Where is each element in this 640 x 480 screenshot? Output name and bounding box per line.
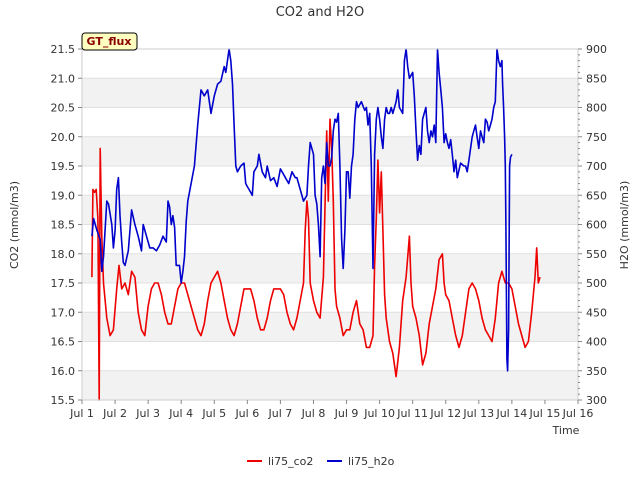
legend-label-co2: li75_co2 — [268, 455, 313, 468]
y-right-tick-label: 850 — [586, 72, 607, 85]
x-tick-label: Jul 11 — [396, 407, 428, 420]
background-band — [82, 253, 578, 283]
y-right-tick-label: 600 — [586, 219, 607, 232]
x-axis-title: Time — [552, 424, 580, 437]
y-axis-right-title: H2O (mmol/m3) — [618, 181, 631, 270]
y-left-tick-label: 18.5 — [51, 219, 76, 232]
y-left-tick-label: 20.5 — [51, 102, 76, 115]
legend-label-h2o: li75_h2o — [348, 455, 395, 468]
y-right-tick-label: 400 — [586, 336, 607, 349]
x-tick-label: Jul 10 — [363, 407, 395, 420]
y-right-tick-label: 450 — [586, 306, 607, 319]
y-right-tick-label: 700 — [586, 160, 607, 173]
y-left-tick-label: 17.5 — [51, 277, 76, 290]
y-left-tick-label: 18.0 — [51, 248, 76, 261]
x-tick-label: Jul 2 — [102, 407, 127, 420]
y-axis-left-title: CO2 (mmol/m3) — [8, 181, 21, 269]
badge-label: GT_flux — [87, 35, 132, 48]
y-left-tick-label: 15.5 — [51, 394, 76, 407]
series-line-li75_co2 — [91, 118, 541, 401]
y-right-tick-label: 650 — [586, 189, 607, 202]
series-layer — [91, 48, 541, 401]
x-tick-label: Jul 8 — [301, 407, 326, 420]
x-tick-label: Jul 6 — [234, 407, 259, 420]
y-right-tick-label: 350 — [586, 365, 607, 378]
badge-box — [81, 32, 138, 51]
y-right-tick-label: 550 — [586, 248, 607, 261]
gt-flux-badge: GT_flux — [81, 32, 138, 51]
y-left-tick-label: 17.0 — [51, 306, 76, 319]
y-left-tick-label: 16.0 — [51, 365, 76, 378]
background-band — [82, 370, 578, 400]
background-band — [82, 195, 578, 225]
y-left-tick-label: 19.5 — [51, 160, 76, 173]
series-line-li75_h2o — [91, 48, 513, 372]
x-axis: Jul 1 Jul 2 Jul 3 Jul 4 Jul 5 Jul 6 Jul 7 Jul 8… — [69, 400, 593, 420]
y-left-tick-label: 21.5 — [51, 43, 76, 56]
x-tick-label: Jul 14 — [495, 407, 527, 420]
y-right-tick-label: 300 — [586, 394, 607, 407]
background-band — [82, 312, 578, 342]
y-right-tick-label: 750 — [586, 131, 607, 144]
x-tick-label: Jul 13 — [462, 407, 494, 420]
y-left-tick-label: 19.0 — [51, 189, 76, 202]
x-tick-label: Jul 15 — [529, 407, 561, 420]
x-tick-label: Jul 9 — [334, 407, 359, 420]
x-tick-label: Jul 3 — [135, 407, 160, 420]
x-tick-label: Jul 4 — [168, 407, 193, 420]
x-tick-label: Jul 12 — [429, 407, 461, 420]
x-tick-label: Jul 7 — [268, 407, 293, 420]
y-left-tick-label: 16.5 — [51, 336, 76, 349]
x-tick-label: Jul 16 — [562, 407, 594, 420]
x-tick-label: Jul 1 — [69, 407, 94, 420]
y-right-tick-label: 800 — [586, 102, 607, 115]
y-axis-left: 15.5 16.0 16.5 17.0 17.5 18.0 18.5 19.0 19.5 20.0… — [51, 43, 82, 407]
y-right-tick-label: 900 — [586, 43, 607, 56]
y-right-tick-label: 500 — [586, 277, 607, 290]
chart-title: CO2 and H2O — [276, 5, 365, 20]
y-axis-right: 300 350 400 450 500 550 600 650 700 750 800 850 900 — [578, 43, 607, 407]
y-left-tick-label: 21.0 — [51, 72, 76, 85]
x-tick-label: Jul 5 — [201, 407, 226, 420]
y-left-tick-label: 20.0 — [51, 131, 76, 144]
legend: li75_co2 li75_h2o — [247, 455, 395, 468]
